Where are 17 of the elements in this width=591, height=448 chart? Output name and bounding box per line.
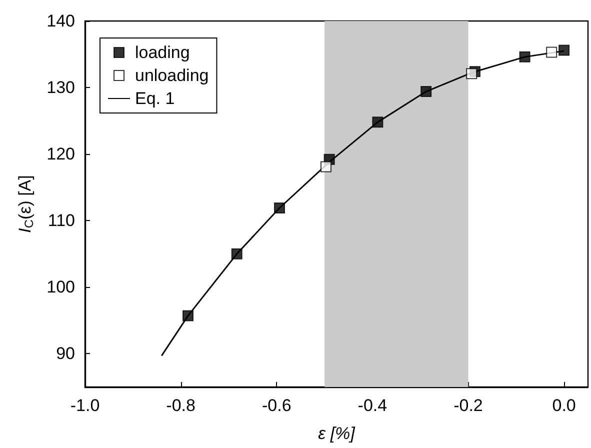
y-tick-label: 90 xyxy=(56,344,75,364)
y-tick-label: 130 xyxy=(46,78,75,98)
x-tick-label: -0.8 xyxy=(166,396,196,415)
x-tick-label: -0.6 xyxy=(262,396,292,415)
x-tick-label: -1.0 xyxy=(70,396,100,415)
y-tick-label: 110 xyxy=(48,211,75,230)
legend-label: loading xyxy=(135,43,190,62)
x-tick-label: 0.0 xyxy=(552,396,576,415)
x-axis-title: ε [%] xyxy=(318,424,356,443)
x-tick-label: -0.4 xyxy=(358,396,388,415)
x-tick-label: -0.2 xyxy=(454,396,483,415)
y-axis-title: IC(ε) [A] xyxy=(16,175,36,233)
legend-label: Eq. 1 xyxy=(135,89,175,108)
legend-label: unloading xyxy=(135,66,209,85)
y-tick-label: 120 xyxy=(46,144,75,164)
y-tick-label: 100 xyxy=(46,278,75,297)
y-tick-label: 140 xyxy=(46,12,75,30)
